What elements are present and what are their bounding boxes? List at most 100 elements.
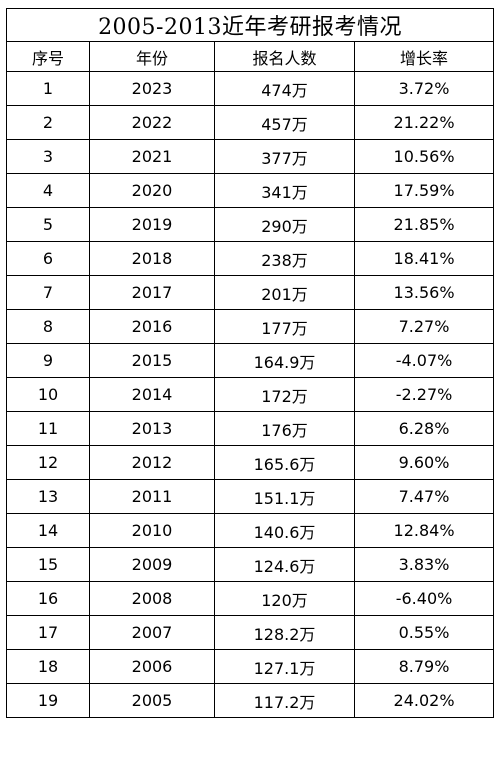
cell-year: 2015: [89, 343, 215, 378]
table-row: 15 2009 124.6万 3.83%: [6, 547, 495, 582]
cell-applicants: 341万: [214, 173, 355, 208]
cell-index: 4: [6, 173, 90, 208]
cell-applicants: 124.6万: [214, 547, 355, 582]
cell-growth: 0.55%: [353, 615, 495, 650]
cell-year: 2005: [89, 683, 215, 718]
header-index: 序号: [6, 41, 90, 72]
cell-index: 17: [6, 615, 90, 650]
cell-index: 15: [6, 547, 90, 582]
cell-growth: 17.59%: [353, 173, 495, 208]
cell-growth: 21.85%: [353, 207, 495, 242]
cell-growth: 18.41%: [353, 241, 495, 276]
cell-growth: 6.28%: [353, 411, 495, 446]
cell-applicants: 151.1万: [214, 479, 355, 514]
table-row: 16 2008 120万 -6.40%: [6, 581, 495, 616]
cell-growth: 3.72%: [353, 71, 495, 106]
cell-index: 5: [6, 207, 90, 242]
cell-index: 9: [6, 343, 90, 378]
cell-year: 2011: [89, 479, 215, 514]
cell-index: 12: [6, 445, 90, 480]
cell-growth: 21.22%: [353, 105, 495, 140]
cell-applicants: 120万: [214, 581, 355, 616]
table-row: 8 2016 177万 7.27%: [6, 309, 495, 344]
cell-index: 18: [6, 649, 90, 684]
cell-year: 2019: [89, 207, 215, 242]
cell-year: 2023: [89, 71, 215, 106]
cell-applicants: 238万: [214, 241, 355, 276]
cell-growth: 3.83%: [353, 547, 495, 582]
cell-growth: -2.27%: [353, 377, 495, 412]
header-row: 序号 年份 报名人数 增长率: [6, 41, 495, 72]
table-row: 5 2019 290万 21.85%: [6, 207, 495, 242]
cell-growth: 10.56%: [353, 139, 495, 174]
table-row: 6 2018 238万 18.41%: [6, 241, 495, 276]
cell-applicants: 164.9万: [214, 343, 355, 378]
cell-applicants: 117.2万: [214, 683, 355, 718]
cell-applicants: 474万: [214, 71, 355, 106]
cell-applicants: 140.6万: [214, 513, 355, 548]
table-row: 9 2015 164.9万 -4.07%: [6, 343, 495, 378]
table-row: 11 2013 176万 6.28%: [6, 411, 495, 446]
cell-year: 2017: [89, 275, 215, 310]
cell-index: 11: [6, 411, 90, 446]
table-row: 10 2014 172万 -2.27%: [6, 377, 495, 412]
cell-year: 2020: [89, 173, 215, 208]
cell-year: 2013: [89, 411, 215, 446]
header-growth: 增长率: [353, 41, 495, 72]
cell-applicants: 201万: [214, 275, 355, 310]
table-title: 2005-2013近年考研报考情况: [5, 8, 495, 42]
cell-index: 7: [6, 275, 90, 310]
cell-applicants: 172万: [214, 377, 355, 412]
cell-index: 13: [6, 479, 90, 514]
cell-applicants: 165.6万: [214, 445, 355, 480]
cell-year: 2021: [89, 139, 215, 174]
cell-growth: 9.60%: [353, 445, 495, 480]
cell-index: 3: [6, 139, 90, 174]
table-row: 3 2021 377万 10.56%: [6, 139, 495, 174]
cell-year: 2009: [89, 547, 215, 582]
cell-growth: 7.47%: [353, 479, 495, 514]
cell-year: 2008: [89, 581, 215, 616]
cell-index: 2: [6, 105, 90, 140]
cell-growth: 13.56%: [353, 275, 495, 310]
cell-year: 2016: [89, 309, 215, 344]
cell-applicants: 176万: [214, 411, 355, 446]
cell-year: 2014: [89, 377, 215, 412]
table-row: 18 2006 127.1万 8.79%: [6, 649, 495, 684]
cell-applicants: 457万: [214, 105, 355, 140]
table-row: 1 2023 474万 3.72%: [6, 71, 495, 106]
cell-year: 2022: [89, 105, 215, 140]
cell-growth: -6.40%: [353, 581, 495, 616]
table-row: 2 2022 457万 21.22%: [6, 105, 495, 140]
cell-applicants: 177万: [214, 309, 355, 344]
table-row: 13 2011 151.1万 7.47%: [6, 479, 495, 514]
cell-index: 1: [6, 71, 90, 106]
cell-year: 2007: [89, 615, 215, 650]
cell-year: 2012: [89, 445, 215, 480]
cell-applicants: 127.1万: [214, 649, 355, 684]
cell-growth: -4.07%: [353, 343, 495, 378]
table-row: 4 2020 341万 17.59%: [6, 173, 495, 208]
cell-applicants: 377万: [214, 139, 355, 174]
cell-growth: 24.02%: [353, 683, 495, 718]
cell-index: 8: [6, 309, 90, 344]
cell-year: 2010: [89, 513, 215, 548]
table-row: 12 2012 165.6万 9.60%: [6, 445, 495, 480]
cell-growth: 12.84%: [353, 513, 495, 548]
table-row: 14 2010 140.6万 12.84%: [6, 513, 495, 548]
cell-year: 2018: [89, 241, 215, 276]
cell-index: 10: [6, 377, 90, 412]
table-row: 19 2005 117.2万 24.02%: [6, 683, 495, 718]
cell-index: 19: [6, 683, 90, 718]
cell-year: 2006: [89, 649, 215, 684]
cell-index: 16: [6, 581, 90, 616]
table-row: 17 2007 128.2万 0.55%: [6, 615, 495, 650]
title-row: 2005-2013近年考研报考情况: [5, 8, 495, 42]
table-row: 7 2017 201万 13.56%: [6, 275, 495, 310]
cell-index: 6: [6, 241, 90, 276]
cell-applicants: 290万: [214, 207, 355, 242]
cell-index: 14: [6, 513, 90, 548]
header-applicants: 报名人数: [214, 41, 355, 72]
header-year: 年份: [89, 41, 215, 72]
